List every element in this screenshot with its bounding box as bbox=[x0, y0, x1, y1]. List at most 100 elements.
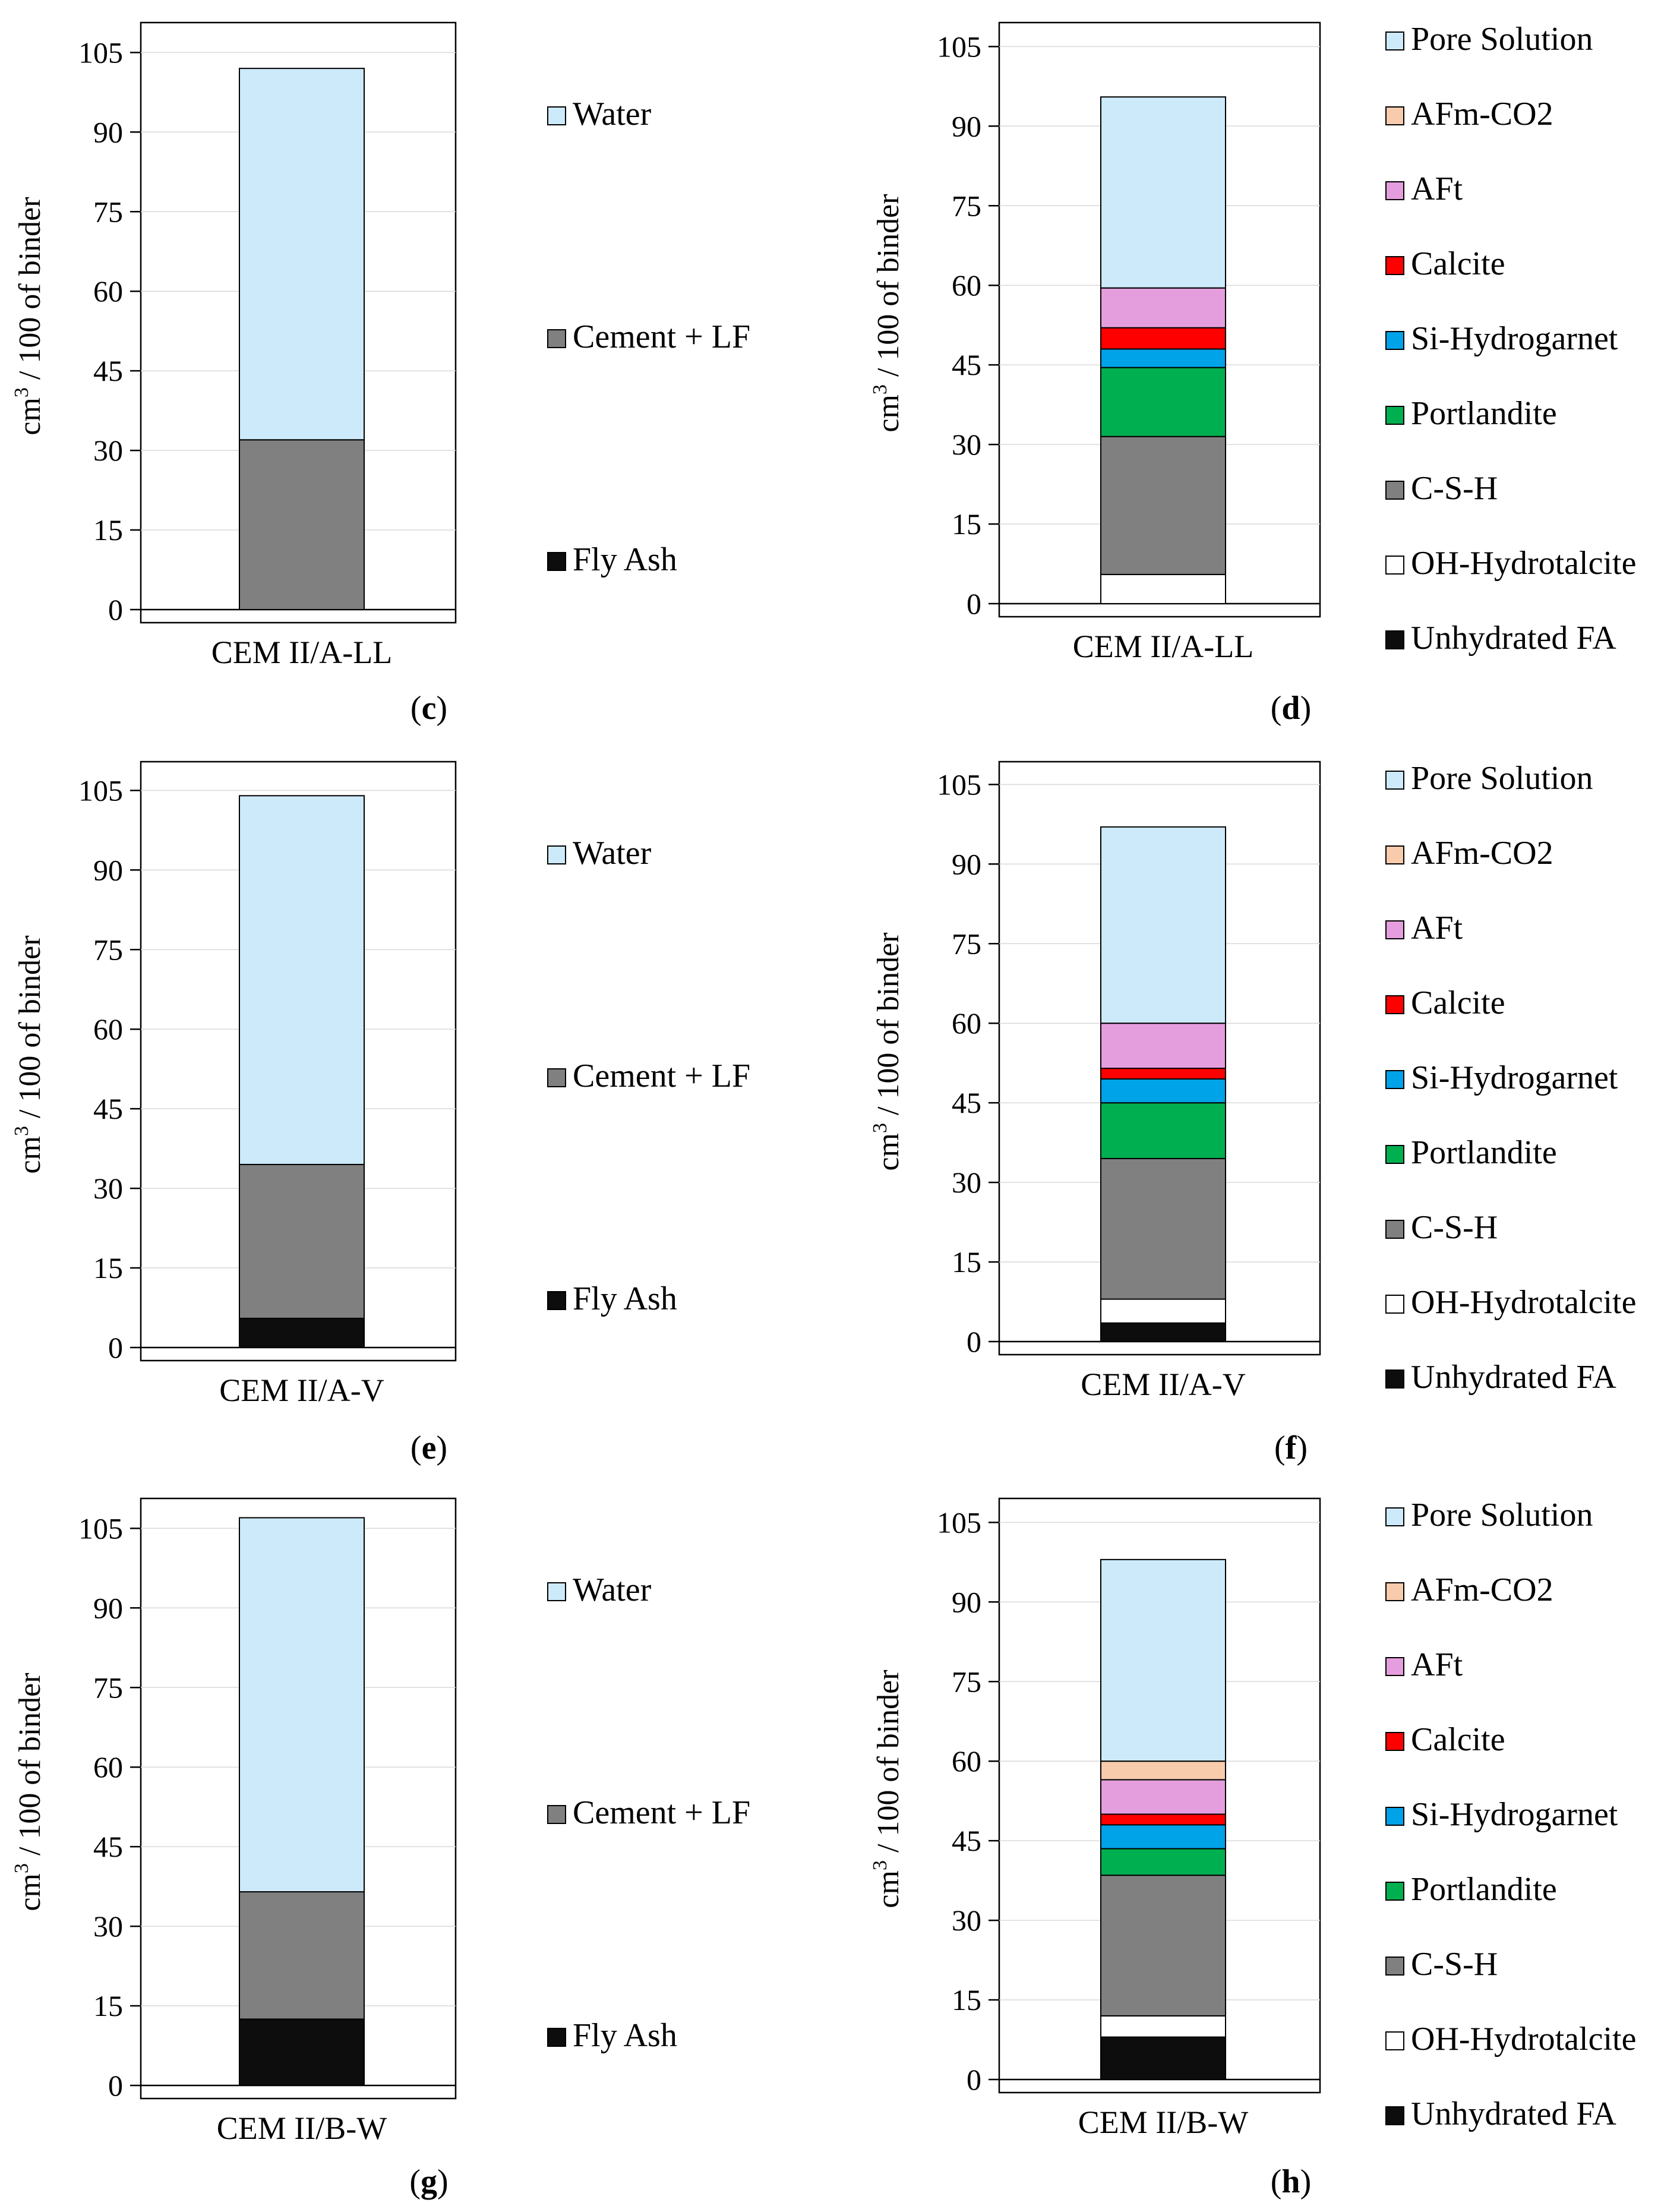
y-tick-label: 105 bbox=[937, 30, 981, 63]
panel-letter: f bbox=[1286, 1430, 1297, 1466]
legend-label: Calcite bbox=[1411, 245, 1505, 282]
y-axis-label-superscript: 3 bbox=[11, 387, 33, 397]
legend-label: Cement + LF bbox=[573, 1794, 750, 1831]
legend-label: Calcite bbox=[1411, 1721, 1505, 1758]
legend-label: Unhydrated FA bbox=[1411, 1359, 1616, 1396]
y-axis-label-superscript: 3 bbox=[869, 1860, 891, 1870]
y-tick-label: 30 bbox=[93, 1172, 123, 1205]
y-axis-label-unit: cm bbox=[871, 395, 905, 433]
legend-swatch bbox=[1385, 106, 1404, 125]
legend-label: Cement + LF bbox=[573, 1058, 750, 1094]
legend-swatch bbox=[1385, 31, 1404, 51]
panel-label: (f) bbox=[1274, 1430, 1308, 1466]
y-tick-label: 0 bbox=[967, 587, 981, 620]
legend-swatch bbox=[1385, 181, 1404, 200]
y-tick-label: 75 bbox=[952, 1665, 981, 1698]
legend-swatch bbox=[1385, 556, 1404, 575]
y-tick-label: 30 bbox=[93, 434, 123, 467]
bar-segment-si-hydrogarnet bbox=[1100, 348, 1226, 368]
legend: Pore Solution AFm-CO2 AFt Calcite Si-Hydroga… bbox=[1385, 1497, 1636, 2132]
bar-segment-pore-solution bbox=[1100, 826, 1226, 1024]
y-tick-label: 75 bbox=[93, 933, 123, 966]
y-tick-label: 105 bbox=[78, 36, 123, 69]
bar-segment-oh-hydrotalcite bbox=[1100, 1298, 1226, 1324]
y-axis-label-unit: cm bbox=[871, 1870, 905, 1908]
legend: Water Cement + LF Fly Ash bbox=[547, 1572, 750, 2054]
bar-segment-calcite bbox=[1100, 327, 1226, 350]
legend-swatch bbox=[1385, 1507, 1404, 1526]
y-tick-label: 75 bbox=[93, 1671, 123, 1704]
legend-swatch bbox=[1385, 1732, 1404, 1751]
y-tick-label: 30 bbox=[952, 1904, 981, 1937]
legend-swatch bbox=[1385, 630, 1404, 649]
y-axis-label-superscript: 3 bbox=[869, 1123, 891, 1133]
legend-label: AFt bbox=[1411, 1646, 1463, 1683]
y-tick-label: 60 bbox=[952, 269, 981, 302]
y-tick-label: 30 bbox=[93, 1910, 123, 1943]
legend-label: AFm-CO2 bbox=[1411, 96, 1553, 132]
y-tick-label: 90 bbox=[952, 847, 981, 881]
legend-swatch bbox=[1385, 771, 1404, 790]
y-tick-label: 15 bbox=[93, 1989, 123, 2022]
y-axis-label-unit: cm bbox=[13, 1873, 47, 1911]
legend-label: OH-Hydrotalcite bbox=[1411, 1284, 1636, 1321]
legend-swatch bbox=[1385, 1370, 1404, 1389]
bar-segment-water bbox=[239, 1517, 365, 1893]
y-axis-label: cm3 / 100 of binder bbox=[869, 1670, 905, 1908]
legend-swatch bbox=[1385, 1582, 1404, 1601]
legend-label: Pore Solution bbox=[1411, 1497, 1593, 1533]
bar-segment-unhydrated-fa bbox=[1100, 2036, 1226, 2081]
legend-label: C-S-H bbox=[1411, 470, 1498, 507]
bar-segment-aft bbox=[1100, 1779, 1226, 1815]
legend-swatch bbox=[1385, 1807, 1404, 1826]
category-label: CEM II/A-V bbox=[219, 1372, 384, 1408]
panel-label: (h) bbox=[1271, 2163, 1311, 2200]
y-tick-label: 75 bbox=[93, 195, 123, 228]
y-axis-label: cm3 / 100 of binder bbox=[11, 197, 47, 435]
panel-letter: e bbox=[422, 1430, 437, 1466]
y-tick-label: 15 bbox=[93, 513, 123, 547]
panel-label: (e) bbox=[410, 1430, 447, 1466]
bar-segment-portlandite bbox=[1100, 1848, 1226, 1876]
y-tick-label: 60 bbox=[952, 1744, 981, 1778]
legend-swatch bbox=[547, 1291, 566, 1310]
y-axis-label-unit: cm bbox=[871, 1133, 905, 1171]
bar-segment-aft bbox=[1100, 287, 1226, 329]
bar-segment-aft bbox=[1100, 1023, 1226, 1069]
y-tick-label: 90 bbox=[93, 115, 123, 149]
y-tick-label: 90 bbox=[952, 109, 981, 143]
y-tick-label: 90 bbox=[952, 1585, 981, 1618]
y-tick-label: 105 bbox=[78, 1512, 123, 1545]
bar-segment-unhydrated-fa bbox=[1100, 1322, 1226, 1343]
y-tick-label: 45 bbox=[952, 348, 981, 381]
y-tick-label: 15 bbox=[93, 1251, 123, 1285]
y-axis-label: cm3 / 100 of binder bbox=[11, 935, 47, 1173]
legend-label: Fly Ash bbox=[573, 2017, 677, 2054]
y-tick-label: 15 bbox=[952, 507, 981, 541]
y-tick-label: 0 bbox=[108, 593, 123, 626]
legend: Pore Solution AFm-CO2 AFt Calcite Si-Hydroga… bbox=[1385, 760, 1636, 1396]
y-tick-label: 45 bbox=[952, 1824, 981, 1857]
legend: Water Cement + LF Fly Ash bbox=[547, 835, 750, 1317]
bar-segment-cement-lf bbox=[239, 1891, 365, 2020]
legend-swatch bbox=[1385, 256, 1404, 275]
bar-segment-calcite bbox=[1100, 1068, 1226, 1080]
y-tick-label: 15 bbox=[952, 1983, 981, 2017]
legend-label: Portlandite bbox=[1411, 1134, 1557, 1171]
y-tick-label: 45 bbox=[93, 1092, 123, 1125]
bar-segment-fly-ash bbox=[239, 2018, 365, 2086]
legend-swatch bbox=[1385, 2106, 1404, 2125]
y-tick-label: 45 bbox=[93, 1830, 123, 1863]
legend-swatch bbox=[547, 106, 566, 125]
y-axis-label: cm3 / 100 of binder bbox=[869, 932, 905, 1170]
category-label: CEM II/A-V bbox=[1081, 1367, 1245, 1402]
y-tick-label: 105 bbox=[937, 1506, 981, 1539]
legend-label: Si-Hydrogarnet bbox=[1411, 320, 1618, 357]
chart-panel-g: 0 15 30 45 60 75 90 105 CEM II/B-W cm3 / 100 of b… bbox=[11, 1497, 750, 2200]
chart-panel-h: 0 15 30 45 60 75 90 105 CEM II/B-W cm3 / 100 of b… bbox=[869, 1497, 1636, 2200]
bar-segment-pore-solution bbox=[1100, 1558, 1226, 1762]
y-axis-label: cm3 / 100 of binder bbox=[869, 194, 905, 432]
y-tick-label: 105 bbox=[78, 774, 123, 807]
legend-label: Calcite bbox=[1411, 984, 1505, 1021]
legend: Pore Solution AFm-CO2 AFt Calcite Si-Hydroga… bbox=[1385, 21, 1636, 657]
